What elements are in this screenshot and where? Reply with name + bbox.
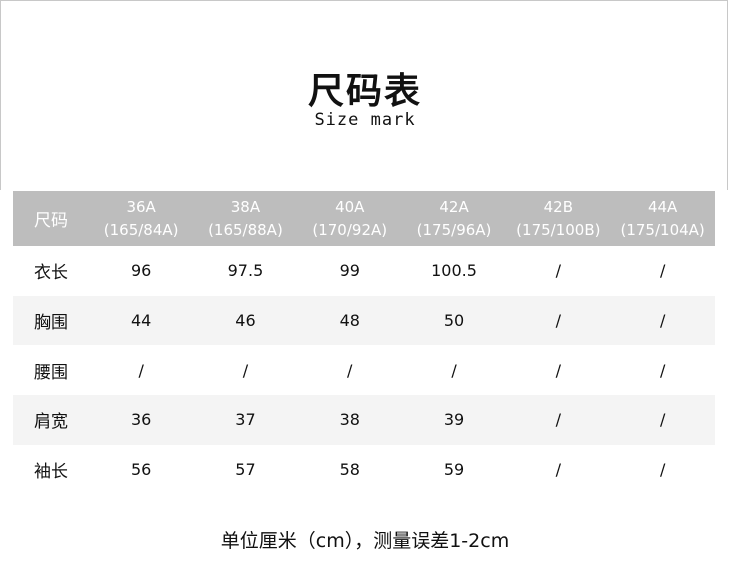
table-row: 衣长 96 97.5 99 100.5 / /: [13, 246, 715, 296]
table-row: 腰围 / / / / / /: [13, 345, 715, 395]
size-spec: (165/88A): [208, 220, 283, 239]
header-column: 42A (175/96A): [402, 196, 506, 242]
header-label: 尺码: [34, 211, 68, 231]
size-code: 36A: [126, 197, 156, 216]
header-column: 38A (165/88A): [193, 196, 297, 242]
table-cell: 44: [130, 311, 152, 331]
header-column: 40A (170/92A): [298, 196, 402, 242]
table-cell: /: [555, 311, 562, 331]
table-cell: /: [555, 360, 562, 380]
table-cell: /: [659, 261, 666, 281]
table-cell: 100.5: [431, 261, 477, 281]
size-spec: (175/96A): [416, 220, 492, 239]
table-cell: 99: [339, 261, 360, 281]
table-cell: 48: [339, 311, 360, 331]
table-cell: /: [347, 360, 353, 380]
size-table: 尺码 36A (165/84A) 38A (165/88A) 40A (170/92A) 4…: [13, 191, 715, 494]
table-cell: 97.5: [227, 261, 264, 281]
table-cell: 50: [443, 311, 465, 331]
table-cell: 37: [235, 410, 256, 430]
table-row: 袖长 56 57 58 59 / /: [13, 445, 715, 495]
size-code: 40A: [335, 197, 365, 216]
table-cell: /: [555, 460, 562, 480]
table-cell: 96: [130, 261, 152, 281]
table-cell: /: [659, 311, 666, 331]
table-cell: /: [451, 360, 457, 380]
page-title: 尺码表: [307, 71, 422, 112]
row-label: 腰围: [34, 362, 68, 383]
size-code: 42A: [439, 197, 469, 216]
size-code: 38A: [230, 197, 261, 216]
title-box: [0, 0, 728, 190]
table-row: 胸围 44 46 48 50 / /: [13, 295, 715, 346]
table-cell: 36: [130, 410, 152, 430]
table-cell: /: [555, 261, 562, 281]
header-column: 44A (175/104A): [610, 196, 714, 242]
size-spec: (175/104A): [620, 220, 705, 239]
table-header: 尺码 36A (165/84A) 38A (165/88A) 40A (170/92A) 4…: [13, 191, 715, 246]
size-code: 44A: [647, 197, 678, 216]
table-cell: /: [659, 460, 666, 480]
row-label: 衣长: [34, 263, 68, 284]
size-code: 42B: [543, 197, 574, 216]
table-cell: 58: [339, 460, 360, 480]
footer-note: 单位厘米（cm），测量误差1-2cm: [220, 530, 510, 552]
size-spec: (165/84A): [103, 220, 179, 239]
table-cell: /: [659, 360, 666, 380]
table-cell: 59: [443, 460, 465, 480]
header-column: 36A (165/84A): [89, 196, 193, 242]
row-label: 肩宽: [34, 412, 68, 433]
page-subtitle: Size mark: [314, 110, 416, 130]
size-spec: (170/92A): [312, 220, 388, 239]
table-cell: /: [555, 410, 562, 430]
table-cell: 56: [130, 460, 152, 480]
table-cell: 57: [235, 460, 256, 480]
table-cell: 39: [443, 410, 465, 430]
table-cell: 38: [339, 410, 360, 430]
table-cell: 46: [235, 311, 256, 331]
table-cell: /: [242, 360, 249, 380]
table-cell: /: [138, 360, 144, 380]
row-label: 袖长: [34, 462, 68, 483]
row-label: 胸围: [34, 313, 68, 334]
header-column: 42B (175/100B): [506, 196, 610, 242]
table-row: 肩宽 36 37 38 39 / /: [13, 395, 715, 445]
size-spec: (175/100B): [516, 220, 601, 239]
table-cell: /: [659, 410, 666, 430]
